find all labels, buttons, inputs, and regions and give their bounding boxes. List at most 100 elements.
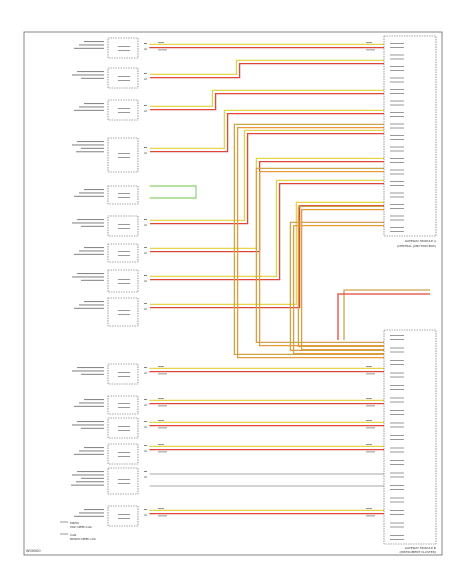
- module-description-mark: [84, 301, 104, 303]
- wire-bus-link-high-0: [233, 123, 384, 356]
- module-description-mark: [79, 250, 104, 252]
- footer-code: W00000: [26, 549, 41, 553]
- gateway-pin-label-mark: [390, 526, 404, 528]
- gateway-pin-label-mark: [390, 385, 404, 386]
- gateway-pin-label-mark: [390, 501, 404, 503]
- wire-can-high-0: [150, 59, 384, 76]
- module-description-mark: [84, 41, 104, 43]
- module-description-mark: [79, 44, 104, 46]
- pin-number-mark: [144, 303, 147, 304]
- gateway-pin-label-mark: [390, 535, 404, 536]
- gateway-pin-label-mark: [390, 139, 404, 140]
- left-module-box-5: [107, 185, 139, 205]
- module-description-mark: [77, 71, 104, 73]
- pin-number-mark: [144, 224, 147, 226]
- module-pin-label-mark: [118, 479, 130, 480]
- wire-color-label-mark: [366, 366, 372, 367]
- pin-number-mark: [144, 73, 147, 74]
- left-module-box-14: [107, 467, 139, 495]
- module-pin-label-mark: [118, 407, 130, 408]
- wire-external-low: [337, 293, 430, 340]
- gateway-pin-label-mark: [390, 414, 404, 415]
- gateway-pin-label-mark: [390, 47, 404, 48]
- module-description-mark: [76, 151, 104, 153]
- gateway-pin-label-mark: [390, 146, 404, 148]
- module-pin-label-mark: [118, 153, 130, 154]
- wire-color-label-mark: [366, 373, 375, 375]
- gateway-pin-label-mark: [390, 196, 404, 198]
- module-description-mark: [77, 471, 104, 473]
- module-description-mark: [74, 195, 104, 197]
- left-module-box-12: [107, 417, 139, 439]
- left-module-box-3: [107, 99, 139, 121]
- pin-number-mark: [144, 404, 147, 406]
- module-pin-label-mark: [118, 314, 130, 315]
- module-description-mark: [84, 189, 104, 191]
- module-pin-label-mark: [118, 452, 130, 453]
- module-description-mark: [81, 225, 104, 227]
- module-pin-label-mark: [118, 426, 130, 427]
- module-description-mark: [74, 47, 104, 49]
- wire-can-high-5: [150, 179, 384, 278]
- gateway-pin-label-mark: [390, 89, 404, 90]
- module-description-mark: [84, 103, 104, 105]
- module-description-mark: [81, 147, 104, 149]
- wire-can-high-6: [150, 201, 384, 306]
- gateway-pin-label-mark: [390, 77, 404, 79]
- module-description-mark: [74, 109, 104, 111]
- wire-color-label-mark: [158, 427, 167, 429]
- left-module-box-9: [107, 297, 139, 327]
- wire-can-low-0: [150, 62, 384, 79]
- gateway-pin-label-mark: [390, 185, 404, 186]
- left-module-box-10: [107, 363, 139, 385]
- gateway-pin-label-mark: [390, 410, 404, 411]
- pin-number-mark: [144, 372, 147, 374]
- gateway-pin-label-mark: [390, 347, 404, 349]
- wire-color-label-mark: [158, 49, 167, 51]
- gateway-pin-label-mark: [390, 204, 404, 205]
- gateway-pin-label-mark: [390, 181, 404, 182]
- pin-number-mark: [144, 421, 147, 422]
- wire-color-label-mark: [158, 444, 164, 445]
- wire-bus-link-low-1: [292, 224, 384, 355]
- gateway-pin-label-mark: [390, 489, 404, 490]
- wire-color-label-mark: [366, 515, 375, 517]
- module-description-mark: [81, 373, 104, 375]
- module-pin-label-mark: [118, 46, 130, 47]
- gateway-pin-label-mark: [390, 472, 404, 474]
- module-pin-label-mark: [118, 279, 130, 280]
- gateway-pin-label-mark: [390, 215, 404, 217]
- wire-bus-link-low-0: [236, 126, 384, 359]
- gateway-pin-label-mark: [390, 510, 404, 511]
- pin-number-mark: [144, 43, 147, 44]
- label-layer: [71, 41, 404, 540]
- wire-color-label-mark: [158, 373, 167, 375]
- module-description-mark: [74, 453, 104, 455]
- module-description-mark: [79, 304, 104, 306]
- wire-color-label-mark: [366, 508, 372, 509]
- module-description-mark: [79, 192, 104, 194]
- pin-number-mark: [144, 275, 147, 276]
- module-pin-label-mark: [118, 456, 130, 457]
- module-description-mark: [72, 74, 104, 76]
- gateway-pin-label-mark: [390, 208, 404, 209]
- module-description-mark: [84, 399, 104, 401]
- module-pin-label-mark: [118, 224, 130, 225]
- left-module-box-4: [107, 137, 139, 173]
- gateway-pin-label-mark: [390, 447, 404, 449]
- pin-number-mark: [144, 78, 147, 80]
- wire-can-low-5: [150, 182, 384, 281]
- gateway-pin-label-mark: [390, 54, 404, 56]
- wire-color-label-mark: [366, 398, 372, 399]
- wire-can-low-6: [150, 204, 384, 309]
- wire-can-high-3: [150, 129, 384, 222]
- module-description-mark: [79, 450, 104, 452]
- gateway-pin-label-mark: [390, 522, 404, 524]
- gateway-pin-label-mark: [390, 485, 404, 486]
- gateway-pin-label-mark: [390, 335, 404, 336]
- gateway-pin-label-mark: [390, 104, 404, 106]
- module-description-mark: [84, 247, 104, 249]
- gateway-pin-label-mark: [390, 360, 404, 361]
- gateway-pin-label-mark: [390, 173, 404, 175]
